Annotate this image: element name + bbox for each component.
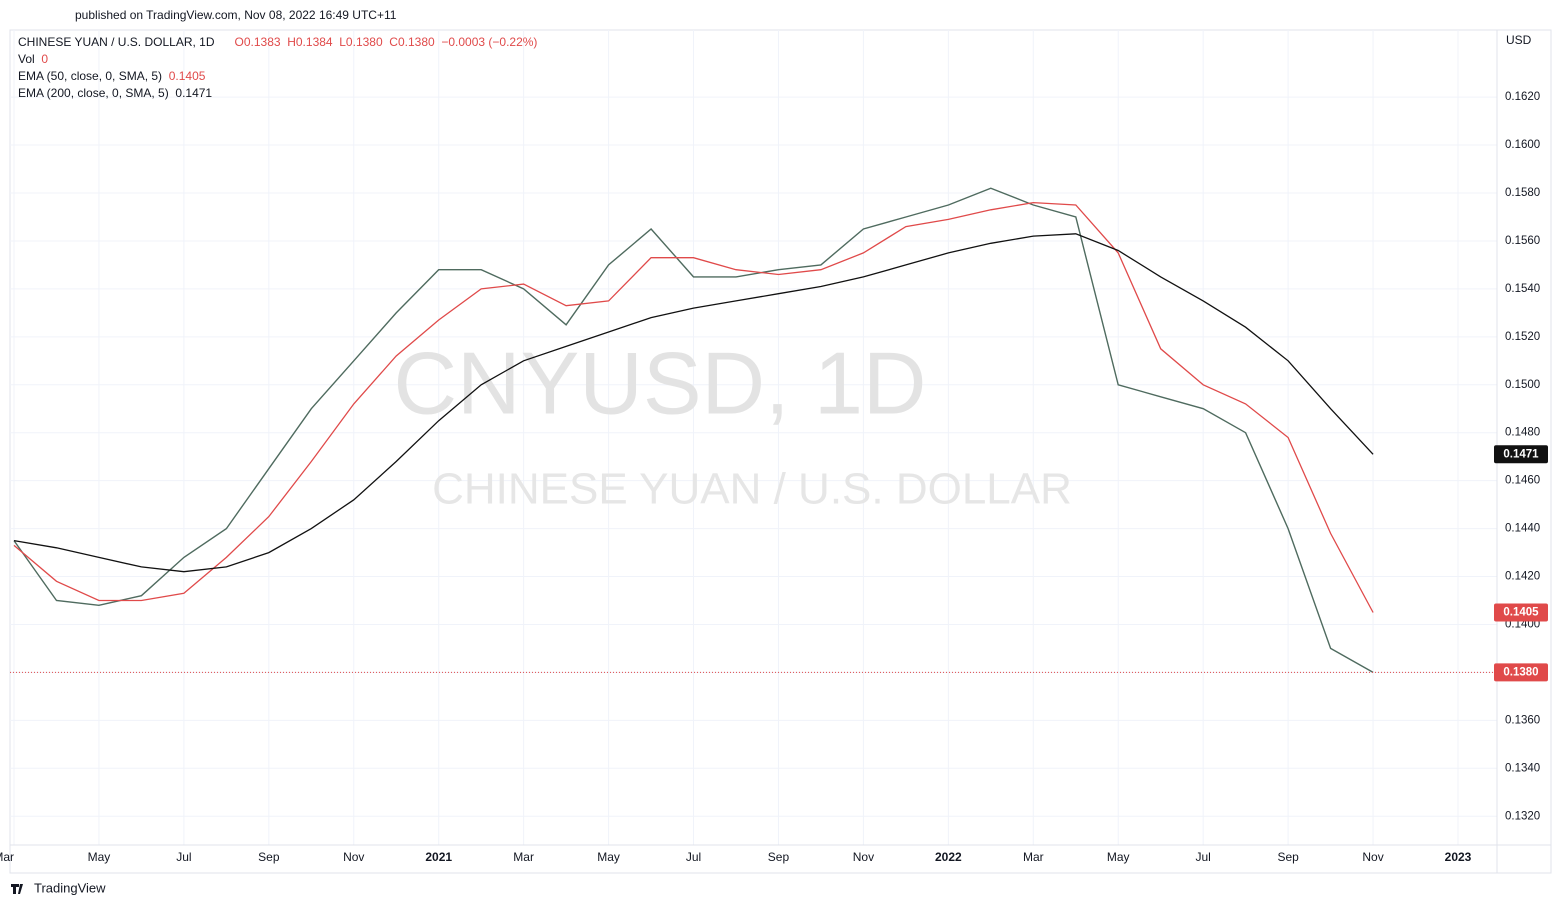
- x-tick-label: Mar: [1023, 850, 1044, 864]
- watermark-name: CHINESE YUAN / U.S. DOLLAR: [432, 465, 1072, 514]
- y-tick-label: 0.1480: [1505, 427, 1540, 439]
- x-tick-label: May: [1107, 850, 1130, 864]
- y-tick-label: 0.1620: [1505, 91, 1540, 103]
- x-tick-label: Nov: [1362, 850, 1383, 864]
- brand-logo: [11, 884, 23, 894]
- x-tick-label: Jul: [176, 850, 191, 864]
- legend-line: EMA (50, close, 0, SMA, 5) 0.1405: [18, 69, 205, 83]
- price-tag: [1494, 445, 1548, 464]
- x-tick-label: Mar: [513, 850, 534, 864]
- watermark-ticker: CNYUSD, 1D: [394, 333, 927, 432]
- y-tick-label: 0.1500: [1505, 379, 1540, 391]
- x-tick-label: 2023: [1445, 850, 1472, 864]
- y-tick-label: 0.1520: [1505, 331, 1540, 343]
- x-tick-label: Sep: [1277, 850, 1299, 864]
- x-tick-label: May: [597, 850, 620, 864]
- legend-line: CHINESE YUAN / U.S. DOLLAR, 1D O0.1383 H…: [18, 35, 537, 49]
- y-tick-label: 0.1560: [1505, 235, 1540, 247]
- volume-name: Vol: [18, 52, 35, 66]
- y-tick-label: 0.1460: [1505, 475, 1540, 487]
- x-tick-label: Jul: [1196, 850, 1211, 864]
- grid: [10, 30, 1497, 845]
- y-tick-label: 0.1540: [1505, 283, 1540, 295]
- legend-line: Vol 0: [18, 52, 48, 66]
- ema50-name: EMA (50, close, 0, SMA, 5): [18, 69, 163, 83]
- price-tag-label: 0.1380: [1503, 666, 1538, 678]
- series-line: [13, 187, 1374, 674]
- x-tick-label: Nov: [343, 850, 364, 864]
- y-tick-label: 0.1420: [1505, 571, 1540, 583]
- legend-line: EMA (200, close, 0, SMA, 5) 0.1471: [18, 86, 212, 100]
- x-tick-label: May: [88, 850, 111, 864]
- axis-unit: USD: [1506, 33, 1532, 47]
- frame: [9, 29, 1552, 874]
- series-line: [13, 233, 1374, 573]
- y-tick-label: 0.1440: [1505, 523, 1540, 535]
- x-tick-label: Sep: [768, 850, 790, 864]
- y-tick-label: 0.1600: [1505, 139, 1540, 151]
- price-tag: [1494, 603, 1548, 622]
- x-tick-label: Jul: [686, 850, 701, 864]
- y-tick-label: 0.1320: [1505, 810, 1540, 822]
- x-tick-label: 2021: [425, 850, 452, 864]
- symbol: CHINESE YUAN / U.S. DOLLAR, 1D: [18, 35, 215, 49]
- price-tag-label: 0.1405: [1503, 607, 1539, 619]
- ema200-name: EMA (200, close, 0, SMA, 5): [18, 86, 169, 100]
- y-tick-label: 0.1360: [1505, 714, 1540, 726]
- y-tick-label: 0.1400: [1505, 619, 1540, 631]
- x-tick-label: 2022: [935, 850, 962, 864]
- ema200-value: 0.1471: [175, 86, 213, 100]
- y-tick-label: 0.1580: [1505, 187, 1540, 199]
- y-tick-label: 0.1340: [1505, 762, 1540, 774]
- publisher: published on TradingView.com, Nov 08, 20…: [75, 8, 397, 22]
- x-tick-label: Mar: [0, 850, 14, 864]
- ohlc: O0.1383 H0.1384 L0.1380 C0.1380 −0.0003 …: [234, 35, 538, 49]
- brand: TradingView: [34, 880, 106, 895]
- x-tick-label: Nov: [853, 850, 874, 864]
- price-tag-label: 0.1471: [1503, 448, 1539, 460]
- volume-value: 0: [41, 52, 49, 66]
- ema50-value: 0.1405: [168, 69, 206, 83]
- x-tick-label: Sep: [258, 850, 280, 864]
- series-line: [13, 201, 1374, 613]
- price-tag: [1494, 663, 1548, 682]
